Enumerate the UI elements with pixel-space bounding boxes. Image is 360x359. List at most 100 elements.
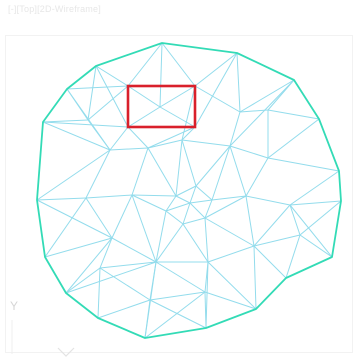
mesh-edge — [181, 139, 197, 187]
mesh-edge — [245, 195, 291, 206]
mesh-edge — [229, 111, 241, 147]
mesh-edge — [204, 291, 257, 310]
ucs-icon — [11, 320, 75, 357]
viewport-controls-label[interactable]: [-][Top][2D-Wireframe] — [8, 4, 101, 14]
mesh-edge — [204, 217, 209, 263]
mesh-edge — [36, 149, 111, 201]
mesh-edge — [207, 245, 255, 263]
mesh-edge — [155, 261, 206, 293]
mesh-edge — [127, 42, 163, 87]
mesh-edge — [289, 170, 340, 206]
mesh-edge — [182, 202, 191, 225]
mesh-edge — [194, 52, 238, 128]
mesh-edge — [131, 194, 177, 197]
mesh-edge — [239, 79, 295, 113]
mesh-edge — [149, 261, 157, 301]
mesh-edge — [85, 149, 111, 199]
mesh-edge — [155, 223, 184, 263]
mesh-edge — [42, 121, 129, 128]
mesh-edge — [285, 234, 301, 279]
ucs-icon-y-axis-label: Y — [10, 299, 19, 313]
mesh-edge — [211, 145, 231, 201]
mesh-edge — [109, 126, 129, 151]
mesh-edge — [131, 194, 167, 212]
mesh-edge — [229, 145, 269, 159]
mesh-edge — [181, 139, 231, 147]
mesh-edge — [195, 145, 231, 187]
mesh-edge — [189, 199, 213, 204]
mesh-edge — [161, 42, 196, 87]
mesh-boundary — [36, 42, 342, 339]
mesh-edge — [245, 195, 255, 247]
mesh-edge — [267, 109, 320, 120]
mesh-edge — [97, 299, 151, 319]
mesh-edge — [99, 237, 113, 269]
mesh-edge — [65, 261, 157, 294]
mesh-edge — [189, 202, 206, 219]
mesh-edge — [194, 52, 238, 87]
mesh-edge — [189, 185, 197, 204]
mesh-edge — [111, 237, 157, 263]
mesh-edge — [267, 157, 340, 172]
mesh-edge — [299, 234, 333, 258]
mesh-edge — [253, 204, 291, 247]
mesh-edge — [147, 139, 183, 149]
mesh-edge — [42, 119, 89, 123]
mesh-edge — [131, 147, 149, 196]
mesh-edge — [147, 126, 196, 149]
mesh-edge — [65, 267, 101, 294]
mesh-edge — [144, 291, 206, 339]
mesh-edge — [253, 234, 301, 247]
mesh-edge — [289, 204, 301, 236]
mesh-edge — [211, 195, 247, 201]
mesh-edge — [127, 106, 161, 128]
mesh-edge — [42, 121, 111, 151]
mesh-edge — [253, 245, 257, 310]
mesh-edge — [159, 42, 163, 108]
mesh-edge — [267, 118, 320, 159]
mesh-edge — [131, 194, 157, 263]
mesh-edge — [99, 261, 157, 269]
mesh-edge — [87, 85, 129, 121]
mesh-edge — [194, 85, 241, 113]
mesh-edge — [85, 194, 133, 199]
mesh-edge — [229, 79, 295, 147]
mesh-edge — [127, 126, 149, 149]
mesh-edge — [111, 194, 133, 239]
mesh-edge — [159, 85, 196, 108]
mesh-edge — [109, 147, 149, 151]
mesh-edge — [165, 210, 184, 225]
mesh-edge — [155, 210, 167, 263]
mesh-edge — [175, 139, 183, 197]
mesh-edge — [207, 261, 257, 310]
mesh-edge — [44, 197, 87, 258]
mesh-edge — [289, 204, 333, 258]
mesh-edge — [181, 85, 196, 141]
ucs-axis-arrow — [57, 347, 75, 357]
mesh-edge — [44, 237, 113, 258]
mesh-edge — [127, 85, 161, 108]
mesh-edge — [66, 88, 111, 151]
mesh-edge — [85, 197, 113, 239]
mesh-edge — [159, 106, 196, 128]
mesh-edge — [149, 299, 207, 329]
mesh-edge — [239, 109, 269, 113]
mesh-edge — [195, 185, 213, 201]
mesh-edge — [66, 85, 129, 90]
mesh-edge — [204, 195, 247, 219]
mesh-edge — [289, 200, 342, 206]
mesh-edge — [175, 195, 191, 204]
mesh-edge — [236, 52, 241, 113]
mesh-edge — [175, 185, 197, 197]
mesh-edge — [95, 65, 129, 87]
mesh-edge — [65, 237, 113, 294]
mesh-edge — [147, 147, 177, 197]
selection-rectangle[interactable] — [126, 84, 197, 129]
mesh-edge — [245, 157, 269, 197]
mesh-edge — [181, 126, 196, 141]
mesh-inner-edges — [36, 42, 342, 339]
mesh-edge — [204, 261, 209, 293]
mesh-edge — [95, 65, 129, 128]
